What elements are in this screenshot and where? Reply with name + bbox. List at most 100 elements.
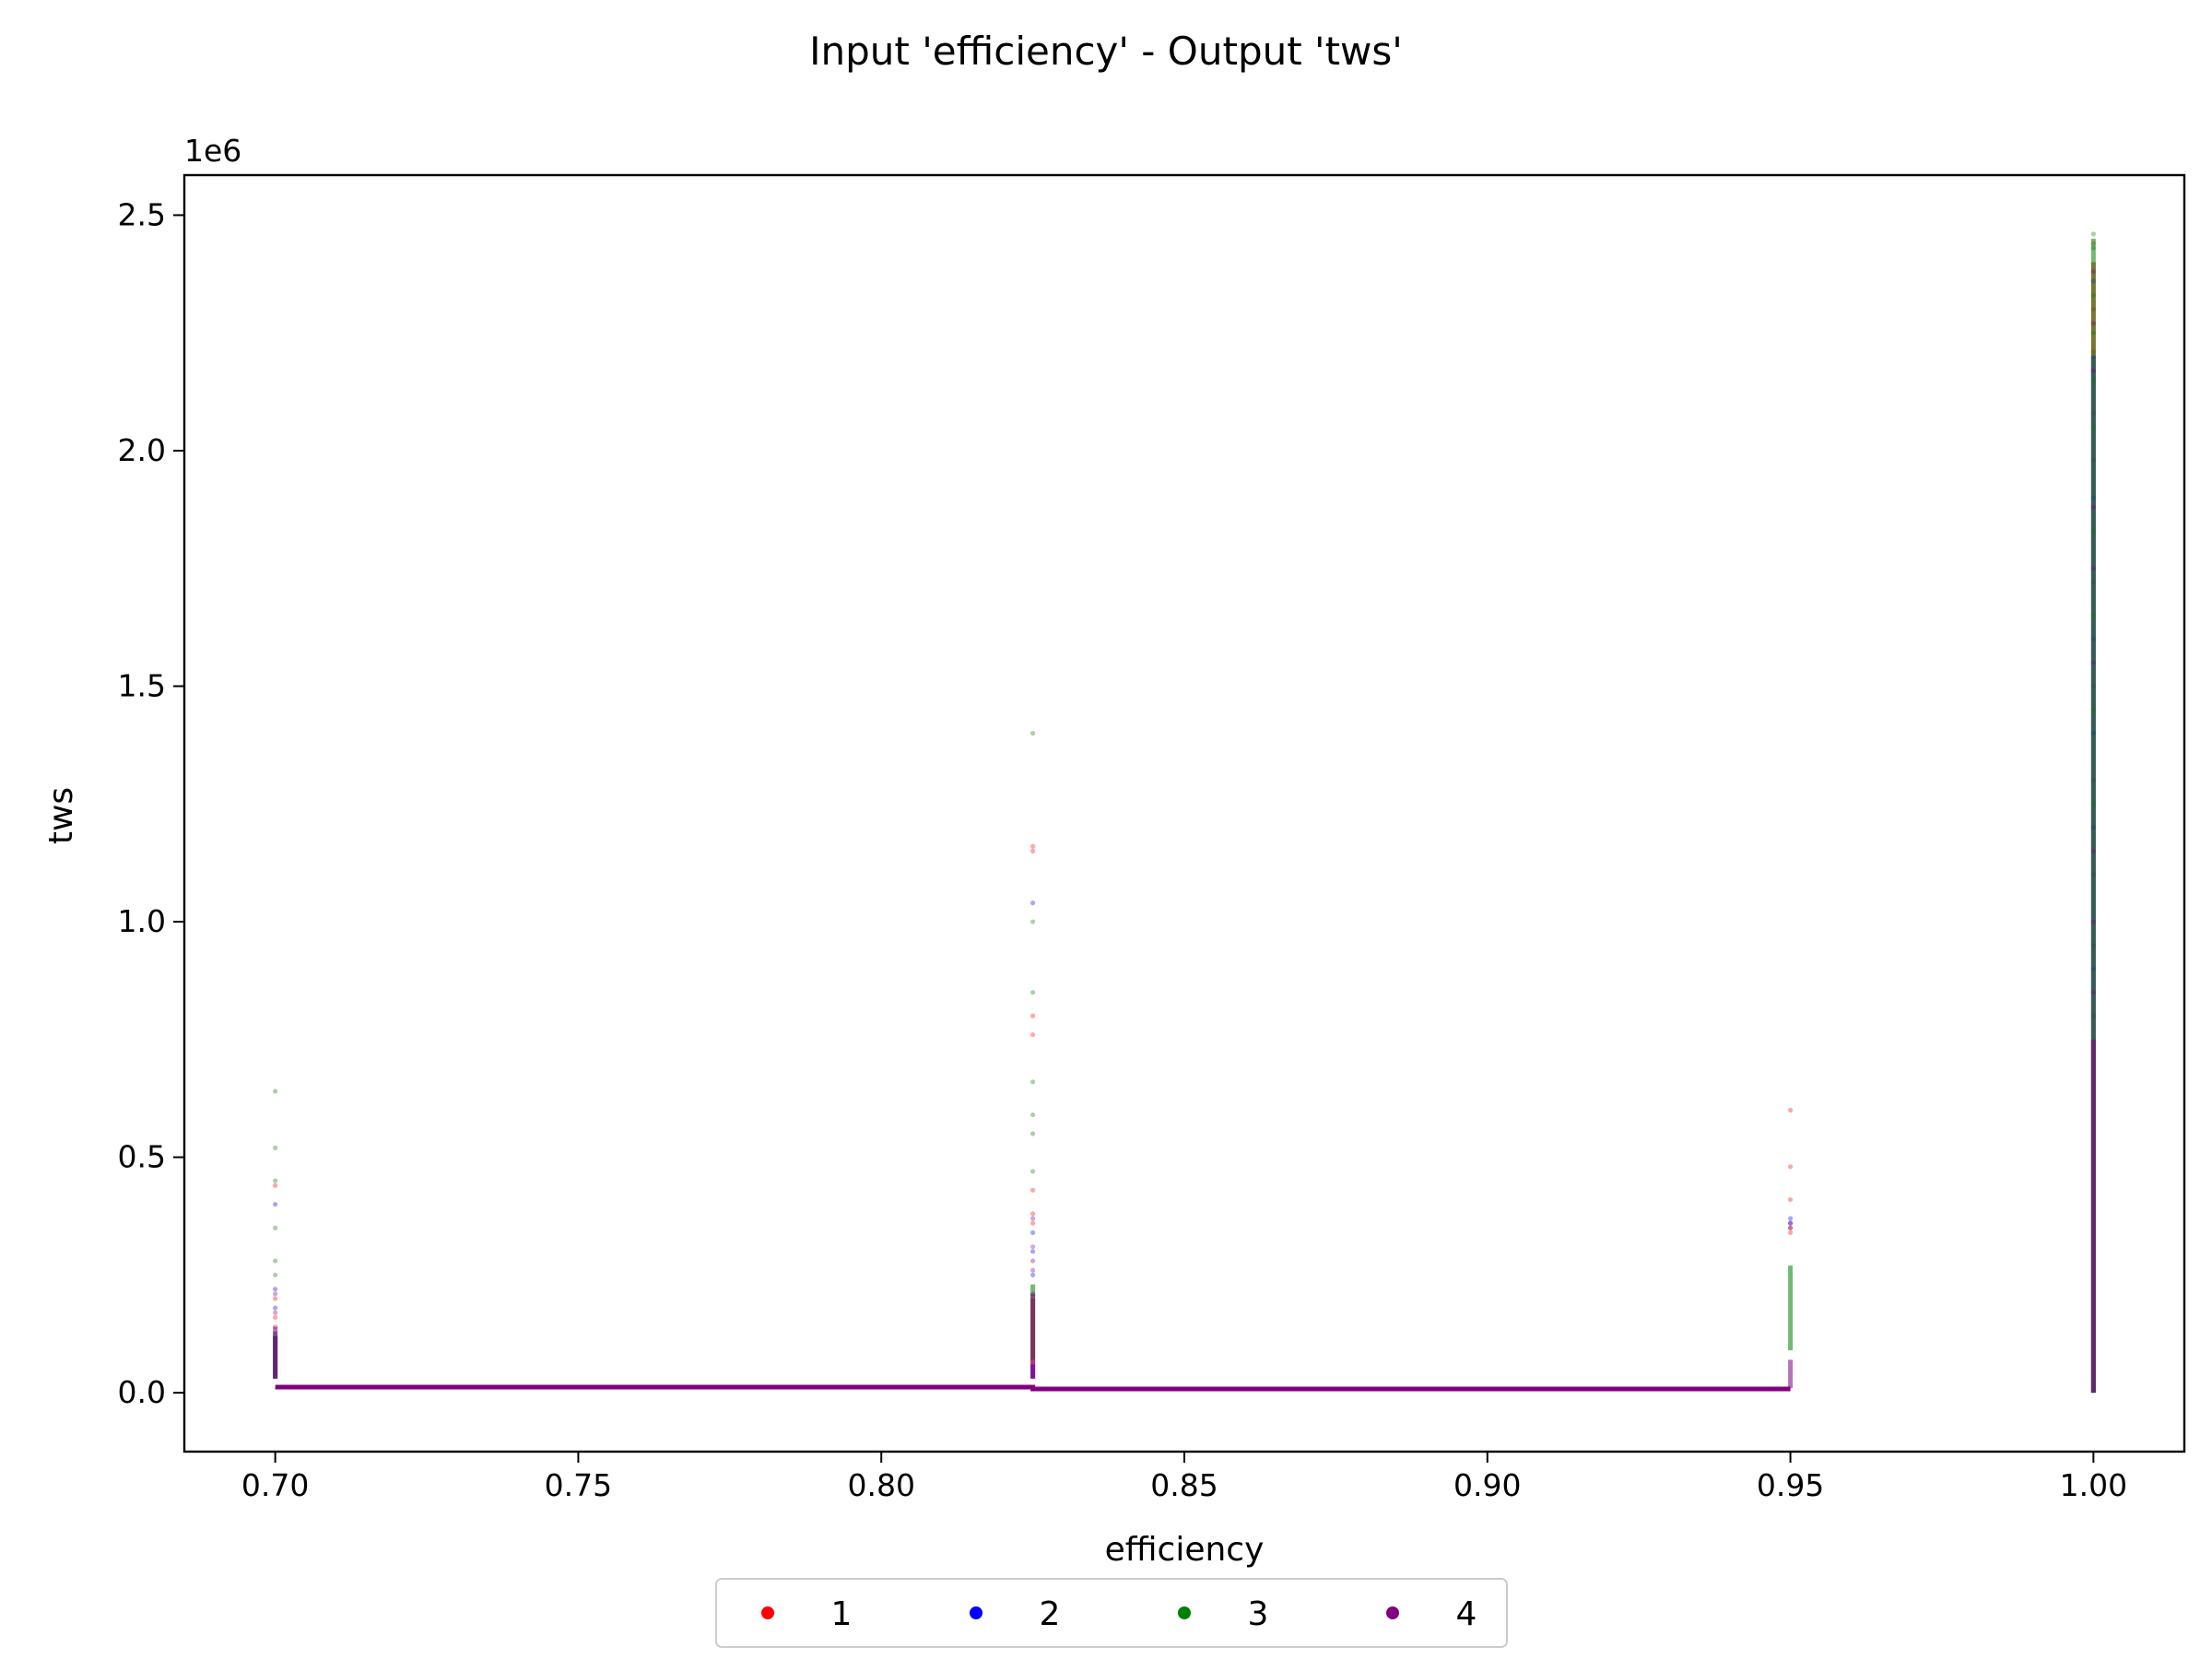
series-4 (273, 269, 2096, 1394)
data-point (1787, 1196, 1794, 1203)
data-point (273, 1088, 278, 1094)
data-point (1030, 1032, 1036, 1038)
data-point (1787, 1107, 1794, 1113)
data-point (1030, 1211, 1036, 1217)
plot-area (182, 173, 2186, 1453)
data-point (1030, 1216, 1036, 1221)
data-point (1030, 1244, 1036, 1250)
legend-marker (761, 1606, 774, 1619)
x-tick-label: 0.75 (545, 1467, 612, 1503)
data-point (1030, 1249, 1036, 1254)
data-point (2090, 424, 2096, 430)
legend-item-1: 1 (761, 1595, 852, 1633)
y-tick-label: 2.0 (118, 432, 166, 468)
y-tick-label: 0.0 (118, 1374, 166, 1410)
data-point (1030, 1267, 1036, 1273)
data-point (1030, 1258, 1036, 1264)
data-point (1030, 1112, 1036, 1118)
data-point (1030, 731, 1036, 736)
data-point (273, 1178, 278, 1183)
data-point (1030, 1291, 1036, 1297)
data-point (2090, 528, 2096, 534)
data-point (2090, 368, 2096, 373)
data-point (1787, 1220, 1794, 1226)
y-scale-label: 1e6 (184, 133, 241, 169)
data-point (2090, 919, 2096, 924)
data-point (2090, 613, 2096, 618)
data-point (1787, 1230, 1794, 1235)
data-point (1030, 848, 1036, 853)
y-axis-label: tws (42, 787, 80, 844)
data-point (1030, 1169, 1036, 1174)
data-point (2090, 321, 2096, 326)
data-point (1030, 900, 1036, 906)
legend-frame (715, 1578, 1508, 1648)
y-tick-label: 0.5 (118, 1139, 166, 1175)
legend-label: 3 (1248, 1595, 1269, 1633)
x-axis: 0.70 0.75 0.80 0.85 0.90 0.95 1.00 (241, 1452, 2127, 1503)
y-tick-label: 1.5 (118, 668, 166, 704)
data-point (2090, 269, 2096, 275)
data-point (273, 1182, 278, 1188)
data-point (1030, 1220, 1036, 1226)
y-tick-label: 2.5 (118, 196, 166, 232)
data-point (1030, 1187, 1036, 1193)
data-point (2090, 231, 2096, 237)
series-4-baseline (275, 1384, 1791, 1392)
data-point (273, 1296, 278, 1301)
data-point (1787, 1164, 1794, 1170)
x-tick-label: 0.85 (1150, 1467, 1218, 1503)
data-point (273, 1314, 278, 1320)
data-point (1030, 919, 1036, 924)
series-layer (273, 231, 2096, 1394)
data-point (1787, 1225, 1794, 1230)
data-point (273, 1145, 278, 1150)
legend-label: 1 (831, 1595, 853, 1633)
data-point (2090, 377, 2096, 382)
data-point (1787, 1220, 1794, 1226)
x-tick-label: 0.90 (1453, 1467, 1521, 1503)
legend-marker (970, 1606, 982, 1619)
data-point (273, 1258, 278, 1264)
data-point (1787, 1225, 1794, 1230)
data-point (273, 1225, 278, 1230)
data-point (2090, 990, 2096, 995)
legend-item-4: 4 (1386, 1595, 1477, 1633)
legend-item-2: 2 (970, 1595, 1060, 1633)
data-point (1030, 1131, 1036, 1136)
data-point (273, 1287, 278, 1292)
legend-items: 1 2 3 4 (761, 1595, 1477, 1633)
x-axis-label: efficiency (1105, 1531, 1265, 1569)
data-point (2090, 504, 2096, 510)
x-tick-label: 0.95 (1757, 1467, 1824, 1503)
chart-title: Input 'efficiency' - Output 'tws' (809, 29, 1403, 74)
data-point (1030, 1272, 1036, 1277)
data-point (1030, 1230, 1036, 1235)
data-point (1030, 1013, 1036, 1018)
data-point (273, 1202, 278, 1207)
y-axis: 0.0 0.5 1.0 1.5 2.0 2.5 (118, 196, 184, 1410)
legend-label: 4 (1456, 1595, 1477, 1633)
data-point (273, 1305, 278, 1311)
data-point (1787, 1216, 1794, 1221)
data-point (273, 1272, 278, 1277)
x-tick-label: 1.00 (2060, 1467, 2127, 1503)
data-point (273, 1310, 278, 1315)
x-tick-label: 0.70 (241, 1467, 309, 1503)
data-point (2090, 330, 2096, 335)
legend: 1 2 3 4 (715, 1578, 1508, 1648)
legend-item-3: 3 (1178, 1595, 1268, 1633)
data-point (1030, 990, 1036, 995)
data-point (2090, 566, 2096, 571)
legend-marker (1178, 1606, 1191, 1619)
legend-label: 2 (1040, 1595, 1061, 1633)
data-point (2090, 245, 2096, 251)
data-point (273, 1291, 278, 1297)
data-point (1030, 1079, 1036, 1085)
data-point (2090, 660, 2096, 665)
data-point (2090, 292, 2096, 298)
data-point (2090, 707, 2096, 712)
legend-marker (1386, 1606, 1399, 1619)
